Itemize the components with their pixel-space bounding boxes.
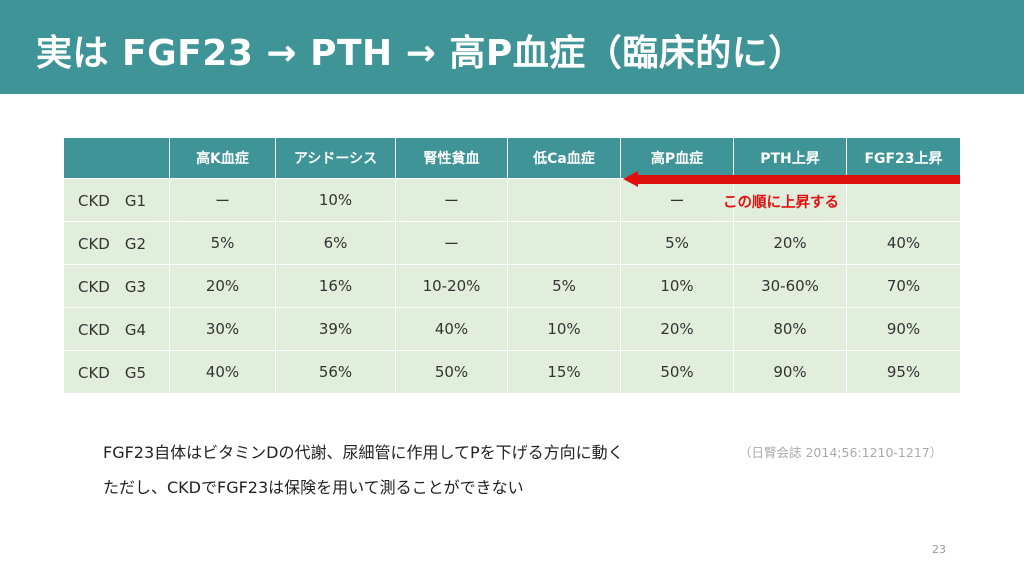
row-label: CKD G3 (63, 264, 170, 308)
table-cell: 40% (846, 221, 961, 265)
table-row: CKD G4 30% 39% 40% 10% 20% 80% 90% (63, 307, 961, 351)
table-cell: 40% (169, 350, 276, 394)
table-cell: 20% (733, 221, 847, 265)
row-label: CKD G5 (63, 350, 170, 394)
table-cell: 70% (846, 264, 961, 308)
table-cell (733, 178, 847, 222)
row-label: CKD G1 (63, 178, 170, 222)
note-line-1: FGF23自体はビタミンDの代謝、尿細管に作用してPを下げる方向に動く (103, 443, 624, 462)
table-cell: 16% (275, 264, 396, 308)
table-cell: 50% (395, 350, 508, 394)
table-cell: 20% (169, 264, 276, 308)
table-cell: 95% (846, 350, 961, 394)
table-cell: 50% (620, 350, 734, 394)
table-cell: 5% (169, 221, 276, 265)
table-cell: 56% (275, 350, 396, 394)
table-row: CKD G5 40% 56% 50% 15% 50% 90% 95% (63, 350, 961, 394)
table-cell: 10-20% (395, 264, 508, 308)
left-arrow-icon (623, 171, 638, 187)
table-cell: 90% (846, 307, 961, 351)
table-cell: 10% (275, 178, 396, 222)
table-cell: 10% (507, 307, 621, 351)
table-cell (846, 178, 961, 222)
table-cell: 20% (620, 307, 734, 351)
table-cell: 5% (620, 221, 734, 265)
table-cell (507, 221, 621, 265)
table-cell: 10% (620, 264, 734, 308)
table-cell: 39% (275, 307, 396, 351)
ckd-complication-table: 高K血症 アシドーシス 腎性貧血 低Ca血症 高P血症 PTH上昇 FGF23上… (63, 137, 961, 394)
header-cell-hypocalcemia: 低Ca血症 (507, 137, 621, 179)
table-header-row: 高K血症 アシドーシス 腎性貧血 低Ca血症 高P血症 PTH上昇 FGF23上… (63, 137, 961, 179)
table-cell: 15% (507, 350, 621, 394)
table-cell: ー (395, 221, 508, 265)
citation: （日腎会誌 2014;56:1210-1217） (739, 445, 943, 460)
row-label: CKD G4 (63, 307, 170, 351)
arrow-annotation-label: この順に上昇する (723, 195, 839, 211)
table-cell: 80% (733, 307, 847, 351)
header-cell-renal-anemia: 腎性貧血 (395, 137, 508, 179)
header-cell-acidosis: アシドーシス (275, 137, 396, 179)
header-cell-pth-rise: PTH上昇 (733, 137, 847, 179)
header-cell-blank (63, 137, 170, 179)
table-cell: 40% (395, 307, 508, 351)
slide-title: 実は FGF23 → PTH → 高P血症（臨床的に） (36, 33, 805, 74)
table-row: CKD G2 5% 6% ー 5% 20% 40% (63, 221, 961, 265)
table-cell: 90% (733, 350, 847, 394)
note-line-2: ただし、CKDでFGF23は保険を用いて測ることができない (103, 478, 524, 497)
table-cell: 5% (507, 264, 621, 308)
header-cell-fgf23-rise: FGF23上昇 (846, 137, 961, 179)
table-cell: 30-60% (733, 264, 847, 308)
header-cell-hyperkalemia: 高K血症 (169, 137, 276, 179)
table-cell (507, 178, 621, 222)
page-number: 23 (932, 543, 946, 556)
table-cell: ー (620, 178, 734, 222)
table-cell: 6% (275, 221, 396, 265)
title-bar: 実は FGF23 → PTH → 高P血症（臨床的に） (0, 0, 1024, 94)
table-row: CKD G3 20% 16% 10-20% 5% 10% 30-60% 70% (63, 264, 961, 308)
table-cell: ー (169, 178, 276, 222)
left-arrow-shaft (636, 175, 960, 184)
row-label: CKD G2 (63, 221, 170, 265)
table-row: CKD G1 ー 10% ー ー (63, 178, 961, 222)
table-cell: ー (395, 178, 508, 222)
table-cell: 30% (169, 307, 276, 351)
